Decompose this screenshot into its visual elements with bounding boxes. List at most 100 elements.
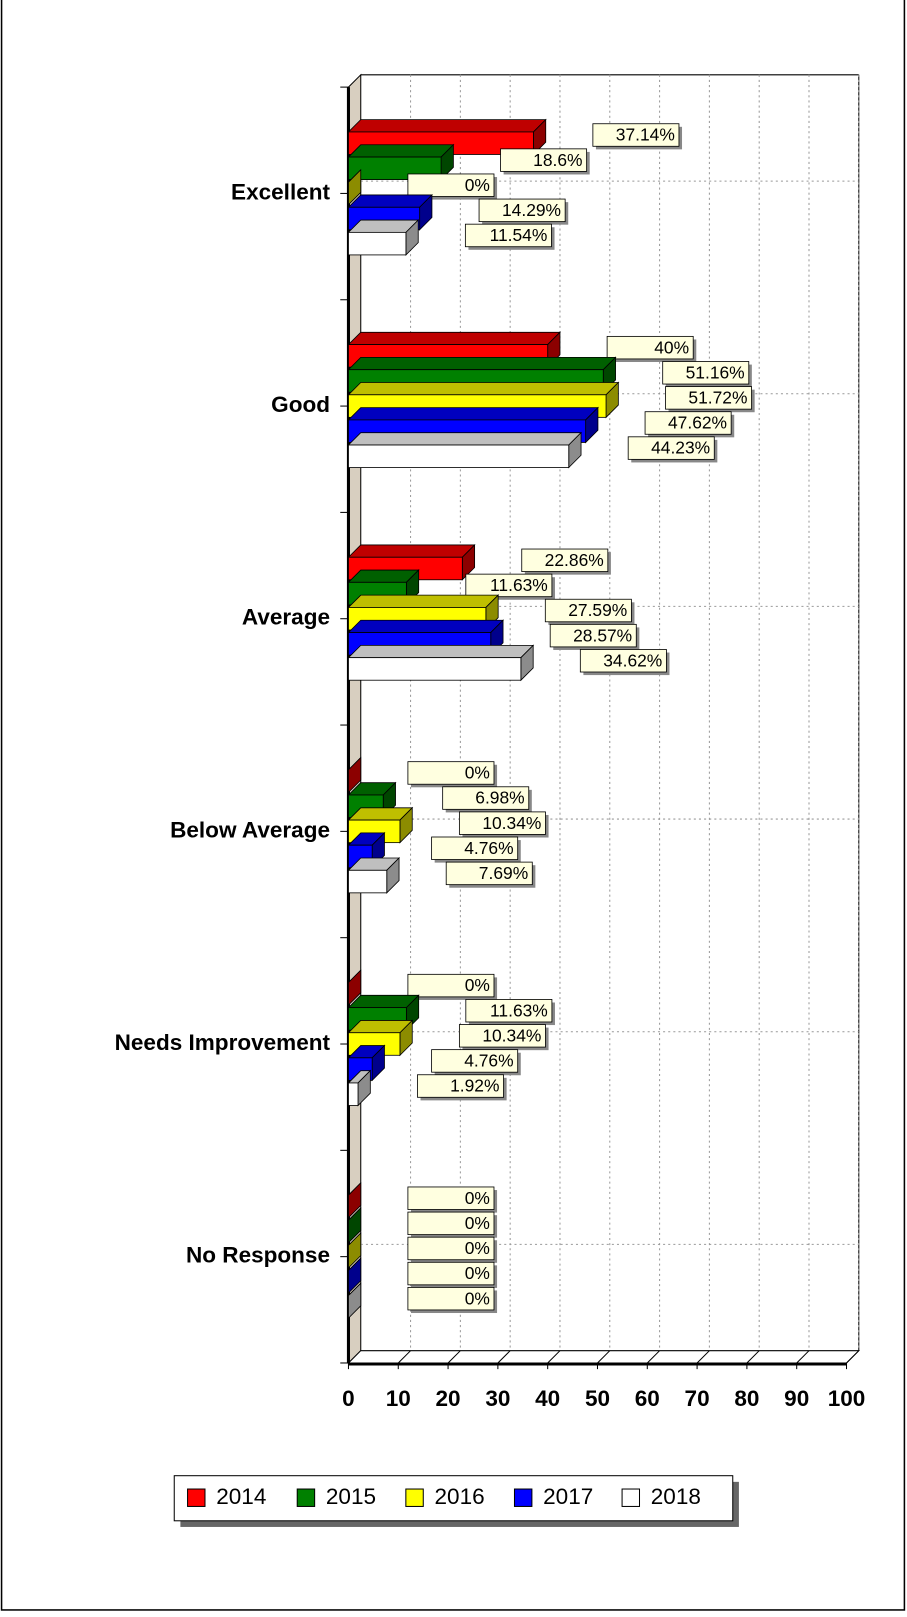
data-label: 11.54% (490, 225, 548, 245)
data-label: 11.63% (490, 575, 548, 595)
bar-group (348, 756, 362, 794)
x-tick-label: 70 (685, 1386, 710, 1411)
data-label: 10.34% (482, 1025, 541, 1045)
bar-top (347, 407, 599, 421)
data-label: 7.69% (479, 863, 528, 883)
x-tick-label: 90 (784, 1386, 809, 1411)
category-label: No Response (186, 1243, 330, 1268)
bar-side (348, 168, 362, 206)
bar-top (347, 432, 583, 446)
bar-top (347, 594, 500, 608)
legend-label: 2017 (543, 1484, 593, 1509)
bar-side (348, 1257, 362, 1295)
floor-line (597, 1350, 611, 1364)
bar-group (348, 1257, 362, 1295)
label-box (407, 1286, 495, 1311)
legend-label: 2016 (435, 1484, 485, 1509)
label-box (592, 123, 680, 147)
data-label: 37.14% (616, 125, 675, 145)
label-box (407, 1186, 495, 1210)
data-label: 0% (465, 1238, 490, 1258)
bar-group (348, 168, 362, 206)
data-label: 51.72% (688, 388, 747, 408)
data-label: 10.34% (482, 813, 541, 833)
label-box (544, 598, 632, 623)
bar-group (347, 431, 583, 469)
bar-group (347, 644, 535, 682)
x-tick-label: 60 (635, 1386, 660, 1411)
label-box (465, 573, 553, 598)
data-label: 0% (465, 1213, 490, 1233)
label-box (665, 386, 752, 410)
label-box (431, 836, 519, 860)
bar-side (348, 969, 362, 1007)
bar-side (348, 1282, 362, 1320)
data-label: 51.16% (686, 362, 745, 382)
data-label: 1.92% (450, 1076, 499, 1096)
label-box (627, 436, 715, 460)
floor-line (846, 1350, 860, 1364)
legend-swatch (296, 1488, 316, 1507)
bar-group (348, 1232, 362, 1269)
left-wall (347, 73, 362, 1365)
x-tick-label: 30 (485, 1386, 510, 1411)
data-label: 0% (465, 1288, 490, 1308)
label-box (445, 861, 533, 886)
x-tick-label: 40 (535, 1386, 560, 1411)
bar-top (347, 331, 561, 345)
legend-swatch (405, 1488, 424, 1507)
floor-line (447, 1350, 461, 1364)
label-box (521, 548, 609, 572)
legend-label: 2018 (651, 1484, 701, 1509)
data-label: 6.98% (475, 788, 524, 808)
category-label: Average (242, 605, 330, 630)
data-label: 44.23% (651, 438, 710, 458)
data-label: 4.76% (464, 838, 513, 858)
bar-top (347, 544, 476, 558)
data-label: 14.29% (502, 200, 561, 220)
data-label: 0% (465, 175, 490, 195)
floor-line (796, 1350, 810, 1364)
bar-top (347, 619, 505, 633)
x-tick-label: 10 (386, 1386, 411, 1411)
bar-side (348, 756, 362, 794)
label-box (407, 1261, 495, 1286)
x-tick-label: 100 (828, 1386, 866, 1411)
bar (348, 1082, 359, 1106)
label-box (458, 811, 546, 835)
bar-group (348, 1181, 362, 1219)
bar-group (347, 1019, 414, 1057)
bar-group (348, 1282, 362, 1320)
bar-top (347, 644, 535, 659)
data-label: 28.57% (573, 625, 632, 645)
category-label: Excellent (231, 179, 330, 204)
legend-swatch (621, 1488, 641, 1507)
label-box (478, 198, 566, 223)
label-box (407, 761, 495, 785)
category-label: Below Average (170, 817, 330, 842)
legend-swatch (513, 1488, 533, 1507)
floor-line (547, 1350, 561, 1364)
bar-top (347, 194, 433, 208)
label-box (407, 973, 495, 998)
bar-top (347, 119, 547, 133)
label-box (500, 148, 588, 172)
label-box (579, 649, 667, 673)
category-label: Needs Improvement (115, 1030, 331, 1055)
label-box (417, 1074, 504, 1098)
bar-group (348, 1206, 362, 1244)
bar (348, 444, 570, 468)
label-box (662, 361, 750, 385)
x-tick-label: 50 (585, 1386, 610, 1411)
bar (348, 231, 407, 256)
data-label: 40% (654, 337, 689, 357)
label-box (407, 1211, 495, 1236)
data-label: 22.86% (545, 550, 604, 570)
data-label: 0% (465, 1263, 490, 1283)
category-label: Good (271, 392, 330, 417)
x-tick-label: 80 (734, 1386, 759, 1411)
label-box (606, 335, 694, 360)
label-box (431, 1049, 519, 1073)
bar-top (347, 382, 620, 396)
